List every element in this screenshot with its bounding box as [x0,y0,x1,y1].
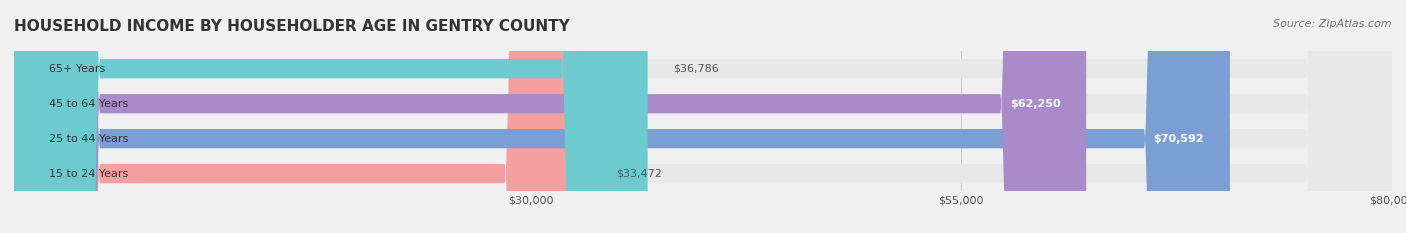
FancyBboxPatch shape [14,0,1392,233]
Text: 25 to 44 Years: 25 to 44 Years [48,134,128,144]
FancyBboxPatch shape [14,0,1087,233]
FancyBboxPatch shape [14,0,648,233]
FancyBboxPatch shape [14,0,1230,233]
Text: 65+ Years: 65+ Years [48,64,105,74]
Text: $36,786: $36,786 [673,64,720,74]
Text: Source: ZipAtlas.com: Source: ZipAtlas.com [1274,19,1392,29]
Text: $70,592: $70,592 [1153,134,1204,144]
FancyBboxPatch shape [14,0,1392,233]
FancyBboxPatch shape [14,0,1392,233]
Text: HOUSEHOLD INCOME BY HOUSEHOLDER AGE IN GENTRY COUNTY: HOUSEHOLD INCOME BY HOUSEHOLDER AGE IN G… [14,19,569,34]
Text: $33,472: $33,472 [616,169,662,178]
FancyBboxPatch shape [14,0,591,233]
Text: $62,250: $62,250 [1010,99,1060,109]
FancyBboxPatch shape [14,0,1392,233]
Text: 45 to 64 Years: 45 to 64 Years [48,99,128,109]
Text: 15 to 24 Years: 15 to 24 Years [48,169,128,178]
